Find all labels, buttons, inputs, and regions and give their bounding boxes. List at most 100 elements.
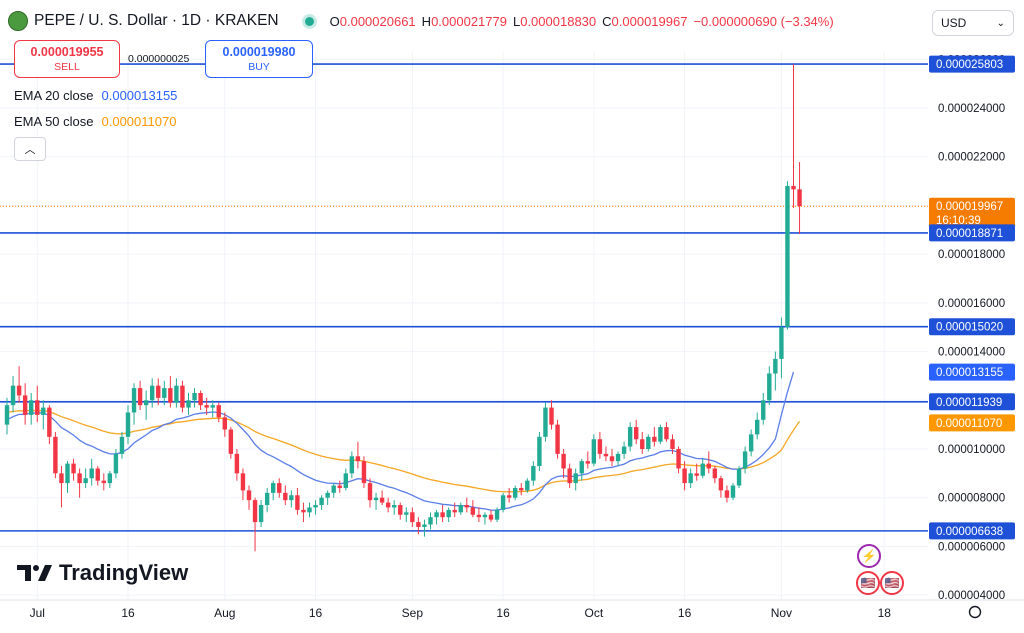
- candle-body: [198, 392, 203, 406]
- candle-body: [234, 453, 240, 474]
- candle-body: [319, 497, 324, 506]
- price-label-box: [929, 224, 1015, 242]
- price-change: −0.000000690 (−3.34%): [693, 13, 834, 29]
- candle-body: [688, 473, 693, 484]
- candle-body: [706, 463, 711, 469]
- candle-body: [143, 400, 149, 406]
- candle-body: [603, 453, 609, 457]
- tradingview-logo[interactable]: TradingView: [17, 560, 188, 586]
- y-axis-tick-label: 0.000016000: [938, 298, 1005, 310]
- market-open-status-icon: [304, 16, 314, 26]
- ema20-legend[interactable]: EMA 20 close 0.000013155: [14, 88, 177, 103]
- y-axis-tick-label: 0.000018000: [938, 249, 1005, 261]
- candle-body: [591, 439, 597, 464]
- symbol-title[interactable]: PEPE / U. S. Dollar · 1D · KRAKEN: [34, 12, 279, 29]
- event-glyph: 🇺🇸: [860, 576, 876, 590]
- candle-body: [216, 405, 221, 418]
- candle-body: [277, 483, 282, 493]
- countdown-label: 16:10:39: [936, 215, 981, 227]
- price-label: 0.000018871: [936, 228, 1003, 240]
- collapse-legend-button[interactable]: ︿: [14, 137, 46, 161]
- candle-body: [192, 392, 197, 401]
- candle-body: [77, 473, 82, 484]
- candle-body: [718, 478, 724, 491]
- candle-body: [573, 473, 578, 484]
- candle-body: [634, 427, 639, 440]
- candle-body: [537, 436, 542, 467]
- buy-button[interactable]: 0.000019980 BUY: [205, 40, 313, 78]
- candle-body: [627, 427, 633, 447]
- spread-value: 0.000000025: [128, 53, 190, 65]
- candle-body: [156, 385, 161, 398]
- candle-body: [174, 385, 179, 403]
- y-axis-tick-label: 0.000024000: [938, 103, 1005, 115]
- candle-body: [543, 407, 548, 437]
- candle-body: [343, 473, 348, 488]
- x-axis-tick-label: Aug: [214, 606, 235, 620]
- candle-body: [47, 407, 52, 437]
- candle-body: [355, 456, 361, 462]
- buy-label: BUY: [248, 61, 270, 73]
- chevron-down-icon: ⌄: [996, 17, 1005, 29]
- candle-body: [186, 400, 191, 408]
- price-label-box: [929, 363, 1015, 381]
- candle-body: [131, 388, 137, 413]
- event-glyph: 🇺🇸: [884, 576, 900, 590]
- candle-body: [307, 507, 312, 513]
- candle-body: [482, 514, 488, 518]
- ohlc-value: 0.000021779: [431, 13, 507, 29]
- candle-body: [797, 189, 802, 207]
- currency-select[interactable]: USD ⌄: [932, 10, 1014, 36]
- candle-body: [379, 497, 385, 503]
- candle-body: [767, 373, 772, 401]
- candle-body: [640, 439, 645, 449]
- candle-body: [440, 512, 445, 518]
- price-label: 0.000006638: [936, 526, 1003, 538]
- candle-body: [10, 385, 16, 406]
- ema50-legend[interactable]: EMA 50 close 0.000011070: [14, 114, 176, 129]
- candle-body: [694, 473, 699, 476]
- candle-body: [264, 492, 270, 506]
- candle-body: [519, 487, 524, 491]
- y-axis-tick-label: 0.000004000: [938, 590, 1005, 602]
- price-label-box: [929, 55, 1015, 73]
- x-axis-tick-label: Jul: [30, 606, 45, 620]
- price-label-box: [929, 522, 1015, 540]
- settings-gear-icon[interactable]: [968, 605, 982, 619]
- candle-body: [4, 405, 10, 425]
- candle-body: [652, 436, 657, 442]
- y-axis-tick-label: 0.000008000: [938, 493, 1005, 505]
- candle-body: [730, 485, 736, 498]
- candle-body: [658, 427, 663, 442]
- candle-body: [410, 512, 415, 523]
- candle-body: [500, 495, 506, 510]
- price-label: 0.000011939: [936, 397, 1002, 409]
- us-flag-event-icon[interactable]: 🇺🇸: [880, 571, 904, 595]
- price-label-box: [929, 318, 1015, 336]
- us-flag-event-icon[interactable]: 🇺🇸: [856, 571, 880, 595]
- ohlc-key: C: [602, 13, 612, 29]
- candle-body: [531, 466, 536, 481]
- candle-body: [125, 412, 131, 437]
- candle-body: [301, 509, 306, 513]
- candle-body: [561, 453, 566, 469]
- x-axis-tick-label: Oct: [585, 606, 604, 620]
- candle-body: [246, 490, 252, 501]
- candle-body: [476, 514, 482, 518]
- flash-event-icon[interactable]: ⚡: [857, 544, 881, 568]
- candle-body: [458, 505, 463, 513]
- candle-body: [700, 463, 705, 476]
- candle-body: [404, 512, 409, 515]
- x-axis-tick-label: 16: [309, 606, 323, 620]
- candle-body: [579, 461, 584, 474]
- sell-button[interactable]: 0.000019955 SELL: [14, 40, 120, 78]
- candle-body: [113, 453, 119, 474]
- candle-body: [494, 509, 500, 520]
- candle-body: [107, 473, 113, 484]
- candle-body: [22, 395, 28, 415]
- candle-body: [779, 327, 784, 359]
- candle-body: [646, 436, 651, 449]
- candle-body: [670, 439, 675, 449]
